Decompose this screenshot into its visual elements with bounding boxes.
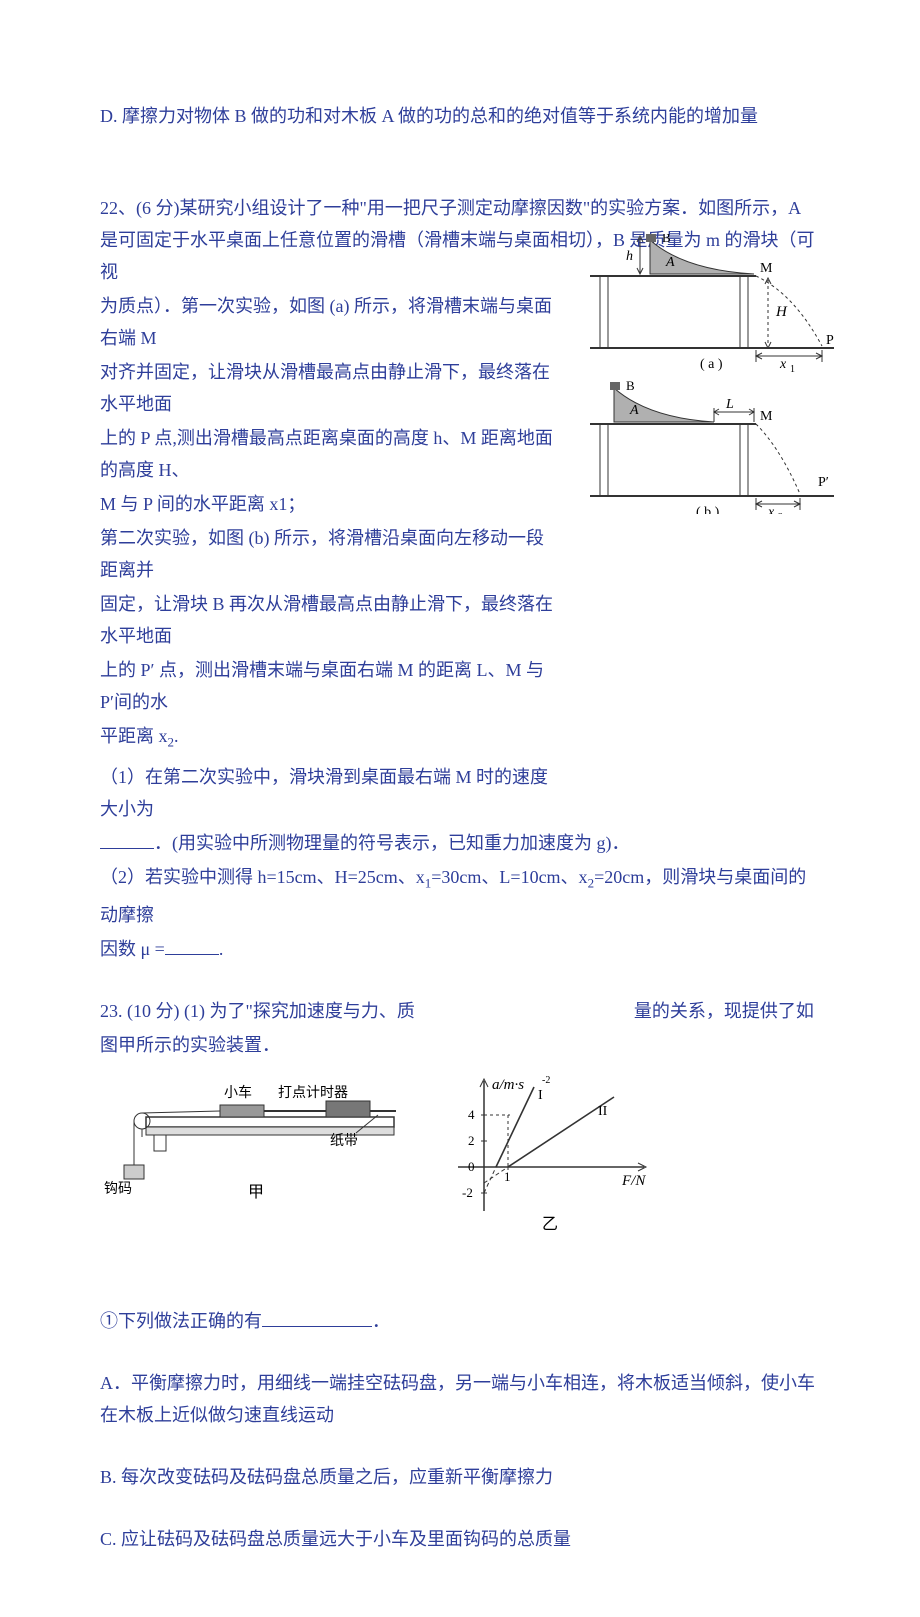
- q22-l8-pre: 平距离 x: [100, 726, 168, 746]
- fb-xlab: F/N: [621, 1173, 646, 1189]
- fa-H: H: [775, 304, 788, 320]
- q22-fig-a: A B h M H P: [590, 234, 834, 375]
- q22-l6: 固定，让滑块 B 再次从滑槽最高点由静止滑下，最终落在水平地面: [100, 588, 820, 652]
- q23-fig-a: 小车 打点计时器 纸带 钩码 甲: [100, 1071, 400, 1211]
- q22-l7: 上的 P′ 点，测出滑槽末端与桌面右端 M 的距离 L、M 与 P′间的水: [100, 654, 820, 718]
- q21-option-d: D. 摩擦力对物体 B 做的功和对木板 A 做的功的总和的绝对值等于系统内能的增…: [100, 100, 820, 132]
- fb-l2: II: [598, 1104, 608, 1119]
- fa-cart: 小车: [224, 1084, 252, 1101]
- q22-svg: A B h M H P: [584, 234, 840, 514]
- fa-h: h: [626, 249, 633, 264]
- q23-optC: C. 应让砝码及砝码盘总质量远大于小车及里面钩码的总质量: [100, 1523, 820, 1555]
- q23-optA: A．平衡摩擦力时，用细线一端挂空砝码盘，另一端与小车相连，将木板适当倾斜，使小车…: [100, 1367, 820, 1431]
- q22-p2b-t: =30cm、L=10cm、x: [431, 867, 587, 887]
- q22-l5: 第二次实验，如图 (b) 所示，将滑槽沿桌面向左移动一段距离并: [100, 522, 820, 586]
- fb-B: B: [626, 378, 635, 393]
- q22-p2a-t1: （2）若实验中测得 h=15cm、H=25cm、x: [100, 867, 425, 887]
- fa-x1s: 1: [790, 364, 795, 375]
- q23-intro: 23. (10 分) (1) 为了"探究加速度与力、质 量的关系，现提供了如: [100, 995, 820, 1027]
- q23-optB: B. 每次改变砝码及砝码盘总质量之后，应重新平衡摩擦力: [100, 1461, 820, 1493]
- fa-cap: 甲: [248, 1184, 264, 1201]
- fa-P: P: [826, 333, 834, 348]
- q22-figures: A B h M H P: [584, 234, 840, 514]
- fa-x1: x: [779, 357, 787, 372]
- fa-cap: ( a ): [700, 357, 723, 372]
- fa-B: B: [662, 234, 671, 245]
- fa-A: A: [665, 255, 675, 270]
- q22-p1a: （1）在第二次实验中，滑块滑到桌面最右端 M 时的速度大小为: [100, 761, 820, 825]
- q22-l8-post: .: [174, 726, 179, 746]
- q22-fig-b: A B L M P′ x 2: [590, 378, 834, 514]
- q22-blank2: [165, 939, 219, 955]
- q22-p2a: （2）若实验中测得 h=15cm、H=25cm、x1=30cm、L=10cm、x…: [100, 861, 820, 932]
- fb-x2s: 2: [778, 512, 783, 514]
- fb-cap: 乙: [542, 1216, 558, 1233]
- fb-A: A: [629, 403, 639, 418]
- svg-text:-2: -2: [462, 1185, 473, 1200]
- q23-intro-r: 量的关系，现提供了如: [634, 1001, 814, 1021]
- fa-M: M: [760, 261, 773, 276]
- q23-p1-t: ①下列做法正确的有: [100, 1311, 262, 1331]
- svg-text:0: 0: [468, 1159, 475, 1174]
- fb-M: M: [760, 409, 773, 424]
- q22-p2d: 因数 μ =.: [100, 933, 820, 965]
- q23-p1: ①下列做法正确的有．: [100, 1305, 820, 1337]
- fb-ylab: a/m·s: [492, 1077, 524, 1093]
- fb-P: P′: [818, 475, 829, 490]
- q22-blank1: [100, 833, 154, 849]
- q22-p1b-text: ．(用实验中所测物理量的符号表示，已知重力加速度为 g)．: [154, 833, 630, 853]
- q22-p2d-post: .: [219, 939, 224, 959]
- fb-L: L: [725, 397, 734, 412]
- svg-text:2: 2: [468, 1133, 475, 1148]
- q23-intro-l: 23. (10 分) (1) 为了"探究加速度与力、质: [100, 1001, 415, 1021]
- fa-tape: 纸带: [330, 1133, 358, 1149]
- q23-intro2: 图甲所示的实验装置．: [100, 1029, 820, 1061]
- q22-l8: 平距离 x2.: [100, 720, 820, 759]
- svg-text:1: 1: [504, 1169, 511, 1184]
- q23-blank1: [262, 1311, 372, 1327]
- q22-p1b: ．(用实验中所测物理量的符号表示，已知重力加速度为 g)．: [100, 827, 820, 859]
- svg-text:4: 4: [468, 1107, 475, 1122]
- fb-ysup: -2: [542, 1075, 550, 1086]
- fa-timer: 打点计时器: [278, 1084, 348, 1101]
- q23-fig-b: a/m·s -2 F/N 4 2 0 -2 1 I II: [438, 1071, 658, 1241]
- fb-x2: x: [767, 505, 775, 514]
- fb-cap: ( b ): [696, 505, 720, 514]
- fb-l1: I: [538, 1088, 543, 1103]
- q22-p2d-pre: 因数 μ =: [100, 939, 165, 959]
- fa-weight: 钩码: [104, 1181, 132, 1197]
